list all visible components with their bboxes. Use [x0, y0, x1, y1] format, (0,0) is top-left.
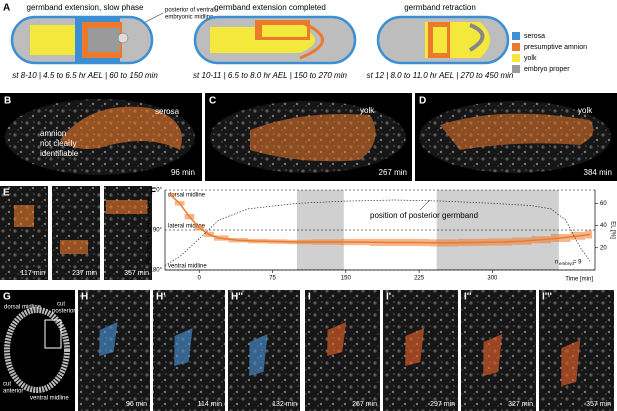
x-tick-label: 75 [269, 276, 276, 282]
y2-tick-label: 40 [600, 223, 607, 229]
annotation: not clearly [40, 139, 76, 148]
annotation: identifiable [40, 149, 79, 158]
timestamp: 357 min [124, 270, 149, 277]
timestamp: 132 min [272, 401, 297, 408]
panel-label: I' [386, 292, 391, 303]
stage-title: germband extension, slow phase [27, 3, 145, 12]
x-tick-label: 300 [487, 276, 498, 282]
timestamp: 267 min [352, 401, 377, 408]
annotation: serosa [155, 107, 180, 116]
timestamp: 267 min [379, 168, 407, 177]
panel-label: H [81, 292, 88, 303]
cell-outline [405, 328, 425, 366]
midline-label: lateral midline [168, 224, 206, 230]
error-band [167, 193, 175, 196]
midline-label: dorsal midline [168, 193, 206, 199]
cell-outline [99, 322, 118, 356]
panel-label: B [4, 96, 11, 107]
panel-label: I'' [464, 292, 472, 303]
stage-caption: st 12 | 8.0 to 11.0 hr AEL | 270 to 450 … [367, 71, 514, 80]
midline-label: ventral midline [168, 264, 207, 270]
x-tick-label: 150 [341, 276, 352, 282]
cell-outline [561, 340, 581, 386]
micrograph [415, 93, 617, 181]
n-value: = 9 [573, 260, 582, 266]
legend-swatch [512, 65, 520, 73]
y-tick-label: 90° [153, 228, 163, 234]
cell-outline [174, 328, 193, 366]
cell-outline [483, 334, 503, 376]
legend-label: embryo proper [524, 66, 570, 73]
timestamp: 96 min [171, 168, 195, 177]
pointer [419, 199, 431, 211]
panel-label: C [209, 96, 216, 107]
germband-line [164, 199, 591, 266]
panel-label: H'' [231, 292, 243, 303]
x-axis-label: Time [min] [565, 277, 593, 283]
timestamp: 114 min [198, 401, 222, 408]
cell-outline [327, 322, 347, 356]
annotation: dorsal midline [4, 305, 42, 311]
panel-label: D [419, 96, 426, 107]
panel-label: I [308, 292, 311, 303]
timestamp: 357 min [586, 401, 611, 408]
timestamp: 327 min [508, 401, 533, 408]
y-tick-label: 180° [150, 268, 163, 274]
y2-axis-label: EL [%] [609, 221, 615, 239]
timestamp: 237 min [72, 270, 97, 277]
legend-swatch [512, 32, 520, 40]
legend-label: serosa [524, 33, 545, 40]
annotation: anterior [3, 389, 23, 395]
mean-line [169, 193, 591, 244]
annotation: position of posterior germband [370, 211, 478, 220]
x-tick-label: 0 [198, 276, 202, 282]
micrograph [205, 93, 412, 181]
legend-label: yolk [524, 55, 537, 62]
legend-swatch [512, 54, 520, 62]
panel-label: E [3, 188, 10, 199]
y2-tick-label: 20 [600, 245, 607, 251]
annotation: cut [3, 382, 11, 388]
annotation: embryonic midline [165, 15, 214, 21]
annotation: cut [57, 302, 65, 308]
annotation: ventral midline [30, 396, 69, 402]
panel-label: F [150, 187, 156, 198]
shaded-period [296, 190, 344, 270]
annotation: yolk [360, 106, 375, 115]
annotation: amnion [40, 129, 66, 138]
micrograph [0, 186, 152, 280]
annotation: posterior [52, 309, 75, 315]
micrograph [0, 93, 202, 181]
panel-label: A [3, 3, 10, 14]
timestamp: 117 min [21, 270, 45, 277]
panel-label: I''' [542, 292, 552, 303]
annotation: posterior of ventral [165, 8, 215, 14]
y2-tick-label: 60 [600, 201, 607, 207]
micrograph [0, 290, 75, 411]
micrograph [78, 290, 150, 411]
legend-label: presumptive amnion [524, 44, 587, 51]
embryo-cartoon [376, 15, 510, 65]
y-tick-label: 0° [156, 188, 162, 194]
embryo-cartoon [193, 15, 357, 65]
panel-label: H' [156, 292, 166, 303]
stage-caption: st 10-11 | 6.5 to 8.0 hr AEL | 150 to 27… [193, 71, 347, 80]
micrograph [305, 290, 380, 411]
timestamp: 297 min [430, 401, 455, 408]
annotation: yolk [578, 106, 593, 115]
embryo-cartoon [10, 15, 154, 65]
panel-label: G [3, 292, 11, 303]
stage-caption: st 8-10 | 4.5 to 6.5 hr AEL | 60 to 150 … [12, 71, 158, 80]
timestamp: 384 min [584, 168, 612, 177]
stage-title: germband retraction [404, 3, 476, 12]
y-axis-label: Position of lateral amnion [147, 196, 153, 263]
cell-outline [249, 334, 268, 376]
n-symbol: n [555, 260, 558, 266]
stage-title: germband extension completed [214, 3, 326, 12]
timestamp: 96 min [126, 401, 147, 408]
x-tick-label: 225 [414, 276, 425, 282]
legend-swatch [512, 43, 520, 51]
n-subscript: embryo [559, 261, 575, 266]
